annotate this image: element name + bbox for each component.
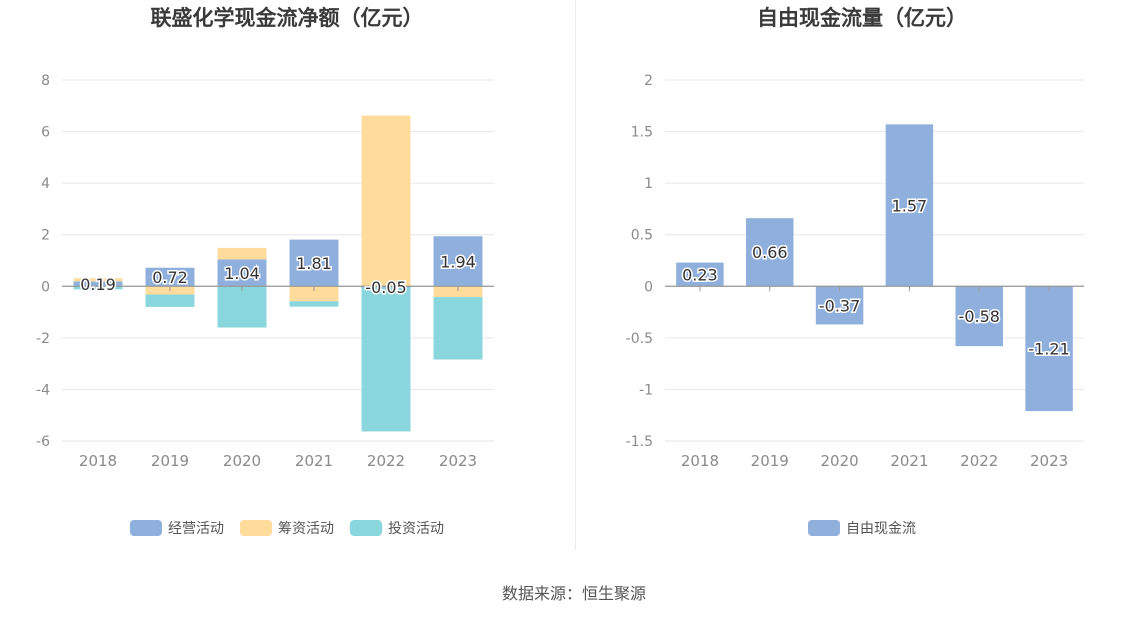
- y-tick-label: 6: [41, 125, 50, 141]
- chart-title: 联盛化学现金流净额（亿元）: [150, 6, 424, 30]
- legend-swatch: [240, 520, 272, 536]
- bar: [433, 297, 483, 360]
- x-tick-label: 2023: [439, 452, 477, 470]
- y-tick-label: 0: [644, 279, 653, 295]
- data-source: 数据来源：恒生聚源: [501, 584, 646, 603]
- y-tick-label: -4: [36, 382, 50, 398]
- bar: [217, 247, 267, 260]
- x-tick-label: 2019: [751, 452, 789, 470]
- x-tick-label: 2019: [151, 452, 189, 470]
- free-cash-flow-chart-svg: 2 1.5 1 0.5 0 -0.5 -1 -1.5 2018 2019 2020 2021 2022 2…: [626, 73, 1084, 470]
- free-cash-flow-chart-panel: 自由现金流量（亿元） 2 1.5 1 0.5 0 -0.5 -1 -1.5 2018 2019 20…: [576, 0, 1148, 560]
- bar: [955, 286, 1003, 347]
- data-label: -0.05: [365, 278, 406, 297]
- y-tick-label: 2: [644, 73, 653, 89]
- y-tick-label: -0.5: [626, 331, 653, 347]
- data-label: 1.81: [296, 254, 332, 273]
- legend-label: 自由现金流: [846, 521, 916, 537]
- legend-item[interactable]: 筹资活动: [240, 518, 334, 538]
- legend-label: 筹资活动: [278, 521, 334, 537]
- y-tick-label: -1: [639, 382, 653, 398]
- y-tick-label: 1.5: [631, 125, 653, 141]
- data-label: -0.37: [819, 296, 860, 315]
- panel-divider: [575, 0, 576, 550]
- legend-swatch: [808, 520, 840, 536]
- y-tick-label: -6: [36, 434, 50, 450]
- x-tick-label: 2018: [681, 452, 719, 470]
- data-label: -0.58: [959, 307, 1000, 326]
- y-tick-label: 8: [41, 73, 50, 89]
- legend-item[interactable]: 投资活动: [350, 518, 444, 538]
- bar: [145, 294, 195, 307]
- data-label: 0.72: [152, 268, 188, 287]
- bar: [289, 286, 339, 302]
- x-tick-label: 2022: [960, 452, 998, 470]
- bar: [289, 301, 339, 307]
- y-tick-label: -2: [36, 331, 50, 347]
- x-tick-label: 2022: [367, 452, 405, 470]
- x-tick-label: 2023: [1030, 452, 1068, 470]
- y-tick-label: 2: [41, 228, 50, 244]
- legend-item[interactable]: 经营活动: [130, 518, 224, 538]
- bar: [433, 286, 483, 298]
- bar: [815, 286, 864, 325]
- x-tick-label: 2020: [820, 452, 858, 470]
- bar: [73, 281, 123, 287]
- y-tick-label: 4: [41, 176, 50, 192]
- bar: [433, 236, 483, 287]
- y-tick-label: -1.5: [626, 434, 653, 450]
- data-label: 1.57: [892, 196, 928, 215]
- data-label: 1.04: [224, 264, 260, 283]
- bar: [145, 267, 195, 287]
- legend-label: 投资活动: [388, 521, 444, 537]
- bar: [289, 239, 339, 287]
- chart-legend: 经营活动 筹资活动 投资活动: [0, 518, 574, 538]
- y-tick-label: 0.5: [631, 228, 653, 244]
- cash-flow-chart-svg: 8 6 4 2 0 -2 -4 -6 2018 2019 2020 2021 2022 2023 0.19 0…: [36, 73, 494, 470]
- data-label: 0.23: [682, 265, 718, 284]
- cash-flow-chart-panel: 联盛化学现金流净额（亿元） 8 6 4 2 0 -2 -4 -6 2018 2019 2020 202…: [0, 0, 574, 560]
- legend-swatch: [130, 520, 162, 536]
- bar: [217, 286, 267, 328]
- bar: [885, 124, 934, 287]
- data-label: 1.94: [440, 252, 476, 271]
- chart-legend: 自由现金流: [576, 518, 1148, 538]
- bar: [676, 262, 724, 287]
- x-tick-label: 2021: [890, 452, 928, 470]
- legend-swatch: [350, 520, 382, 536]
- x-tick-label: 2018: [79, 452, 117, 470]
- legend-item[interactable]: 自由现金流: [808, 518, 916, 538]
- x-tick-label: 2020: [223, 452, 261, 470]
- bar: [746, 218, 794, 287]
- data-label: 0.19: [80, 275, 116, 294]
- y-tick-label: 1: [644, 176, 653, 192]
- x-tick-label: 2021: [295, 452, 333, 470]
- y-tick-label: 0: [41, 279, 50, 295]
- bar: [361, 287, 411, 432]
- bar: [73, 278, 123, 282]
- legend-label: 经营活动: [168, 521, 224, 537]
- data-label: -1.21: [1028, 340, 1069, 359]
- chart-title: 自由现金流量（亿元）: [757, 6, 967, 30]
- data-label: 0.66: [752, 243, 788, 262]
- bar: [1025, 286, 1073, 412]
- bar: [217, 259, 267, 287]
- bar: [361, 115, 411, 287]
